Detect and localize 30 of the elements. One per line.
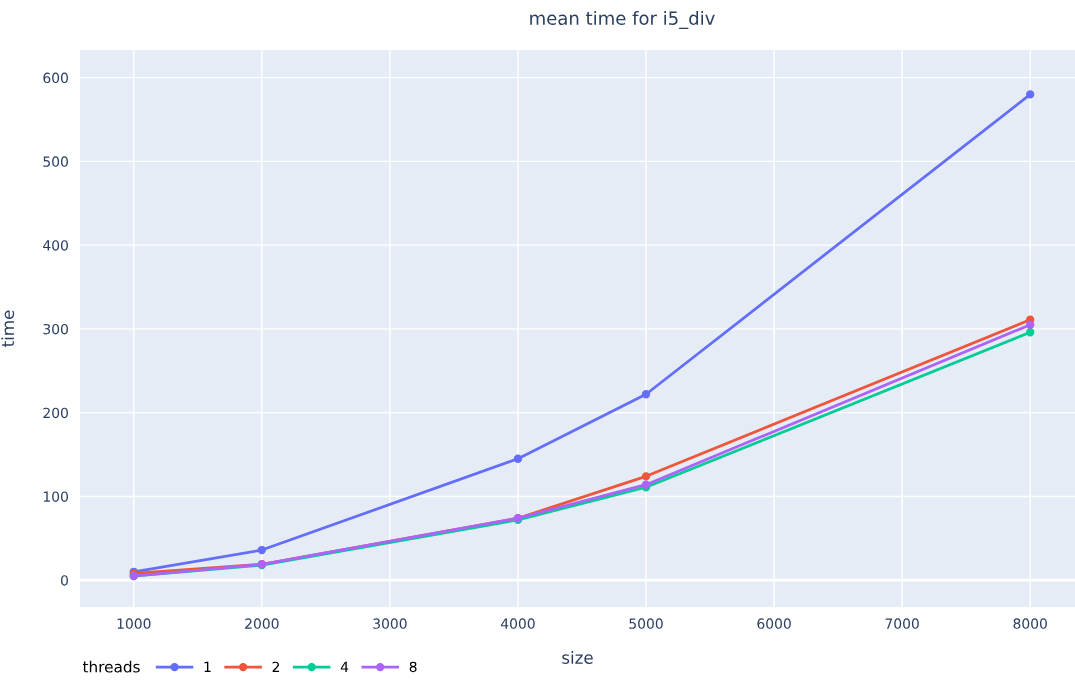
point	[1026, 320, 1035, 329]
legend-label: 1	[204, 661, 211, 672]
y-axis-title: time	[1, 310, 15, 347]
point	[641, 472, 651, 481]
y-tick-label: 100	[43, 491, 68, 502]
x-tick-label: 7000	[885, 618, 919, 629]
chart-title: mean time for i5_div	[530, 11, 715, 29]
x-tick-label: 6000	[757, 618, 791, 629]
x-tick-label: 5000	[629, 618, 663, 629]
point	[513, 454, 523, 463]
legend-title: threads	[82, 660, 140, 673]
x-axis-title: size	[562, 651, 593, 664]
x-tick-label: 2000	[245, 618, 279, 629]
x-tick-label: 4000	[500, 618, 535, 629]
legend-label: 8	[409, 661, 417, 673]
legend-label: 2	[272, 661, 280, 672]
y-tick-label: 200	[43, 407, 68, 419]
y-tick-label: 600	[43, 72, 68, 84]
legend-label: 4	[340, 661, 349, 672]
x-tick-label: 3000	[373, 618, 407, 629]
point	[1026, 90, 1035, 99]
x-tick-label: 1000	[117, 618, 151, 629]
point	[641, 390, 651, 399]
y-tick-label: 0	[60, 575, 68, 586]
x-tick-label: 8000	[1013, 618, 1047, 629]
point	[257, 545, 267, 555]
y-tick-label: 500	[43, 156, 68, 167]
y-tick-label: 400	[43, 240, 68, 251]
y-tick-label: 300	[43, 323, 68, 335]
point	[1026, 328, 1035, 337]
